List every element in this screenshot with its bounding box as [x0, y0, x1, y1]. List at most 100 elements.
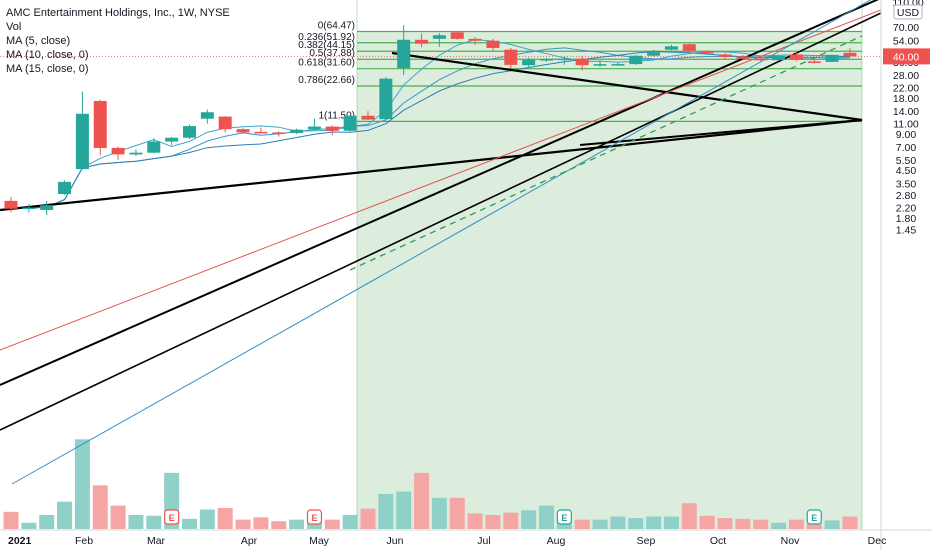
candle: [236, 128, 250, 133]
fib-level-label: 0.236(51.92): [298, 32, 355, 43]
candle: [504, 47, 518, 69]
candle-body: [200, 112, 214, 119]
volume-bar: [253, 517, 269, 529]
volume-bar: [360, 508, 376, 529]
candle: [58, 180, 72, 195]
trendline-green-dashed: [349, 35, 863, 271]
study-ma-15[interactable]: MA (15, close, 0): [6, 63, 89, 75]
study-ma-5[interactable]: MA (5, close): [6, 35, 71, 47]
candle: [843, 47, 857, 57]
volume-bar: [539, 505, 554, 529]
price-tick-label: 2.20: [896, 203, 917, 215]
candle: [129, 149, 143, 157]
time-tick-label: 2021: [8, 535, 32, 547]
trendline-upper-channel: [0, 0, 879, 386]
candle: [629, 55, 643, 65]
volume-bar: [146, 515, 162, 529]
earnings-badge-box: [806, 509, 822, 525]
earnings-badge-icon[interactable]: E: [164, 509, 180, 525]
volume-bar: [556, 520, 572, 529]
volume-bar: [735, 518, 751, 529]
price-axis[interactable]: 110.0090.0070.0054.0044.0036.0028.0022.0…: [880, 0, 930, 550]
volume-bar: [574, 519, 590, 529]
price-tick-label: 22.00: [893, 83, 919, 95]
candle: [22, 204, 36, 213]
fib-level-label: 0.5(37.88): [309, 48, 355, 59]
volume-bar: [74, 439, 90, 529]
candle: [575, 55, 589, 71]
volume-bar: [92, 485, 108, 529]
candle: [165, 137, 179, 146]
volume-bar: [199, 509, 215, 529]
earnings-badge-letter: E: [169, 513, 175, 523]
candle-body: [772, 55, 786, 61]
volume-bar: [806, 522, 822, 529]
candle: [522, 57, 536, 69]
fib-level-label: 0.382(44.15): [298, 40, 355, 51]
trendline-wedge-top: [391, 51, 863, 122]
candle: [218, 116, 232, 133]
candles: [4, 25, 857, 216]
current-price-badge: [883, 48, 930, 65]
candle-body: [718, 54, 732, 58]
earnings-badge-letter: E: [561, 513, 567, 523]
time-tick-label: Nov: [781, 535, 800, 547]
study-ma-10[interactable]: MA (10, close, 0): [6, 49, 89, 61]
candle: [557, 56, 571, 65]
candle-body: [522, 59, 536, 66]
currency-button[interactable]: [893, 4, 923, 20]
volume-bar: [271, 521, 287, 529]
price-tick-label: 5.50: [896, 155, 917, 167]
candle: [682, 43, 696, 53]
time-tick-label: Mar: [147, 535, 166, 547]
volume-bar: [306, 521, 322, 529]
study-volume[interactable]: Vol: [6, 21, 22, 33]
time-axis[interactable]: 2021 Feb Mar Apr May Jun Jul Aug Sep Oct Nov Dec: [0, 529, 932, 547]
candle-body: [379, 78, 393, 120]
candle-body: [22, 207, 36, 210]
candle: [807, 59, 821, 64]
volume-bar: [485, 514, 501, 529]
symbol-title[interactable]: AMC Entertainment Holdings, Inc., 1W, NY…: [6, 7, 230, 19]
trendline-wedge-bottom: [579, 119, 863, 146]
earnings-badge-icon[interactable]: E: [806, 509, 822, 525]
candle-body: [58, 181, 72, 195]
volume-bar: [217, 507, 233, 529]
candle-body: [647, 52, 661, 56]
price-tick-label: 18.00: [893, 93, 919, 105]
candle: [736, 55, 750, 61]
candle-body: [611, 64, 625, 66]
earnings-badge-icon[interactable]: E: [556, 509, 572, 525]
volume-bar: [503, 512, 519, 529]
candle-body: [4, 200, 18, 209]
candle-body: [147, 141, 161, 153]
candle-body: [93, 100, 107, 148]
price-tick-label: 9.00: [896, 129, 917, 141]
volume-bar: [57, 501, 73, 529]
candle: [343, 114, 357, 132]
current-price-label: 40.00: [893, 51, 919, 63]
candle: [700, 50, 714, 55]
price-tick-label: 28.00: [893, 70, 919, 82]
candle: [272, 131, 286, 137]
volume-bar: [39, 514, 55, 529]
volume-bar: [378, 493, 394, 529]
earnings-badge-icon[interactable]: E: [306, 509, 323, 525]
candle: [379, 77, 393, 121]
volume-bar: [342, 514, 358, 529]
candle-body: [843, 52, 857, 57]
candle-body: [129, 152, 143, 155]
ma-15-line: [10, 51, 851, 210]
candle-body: [40, 205, 54, 210]
trend-lines[interactable]: [0, 0, 881, 485]
volume-bar: [431, 497, 447, 529]
candle: [825, 54, 839, 63]
earnings-badge-letter: E: [311, 513, 317, 523]
volume-bar: [128, 514, 144, 529]
volume-bar: [842, 516, 858, 529]
fib-level-label: 0.786(22.66): [298, 75, 355, 86]
candle-body: [807, 61, 821, 63]
candle: [200, 109, 214, 124]
